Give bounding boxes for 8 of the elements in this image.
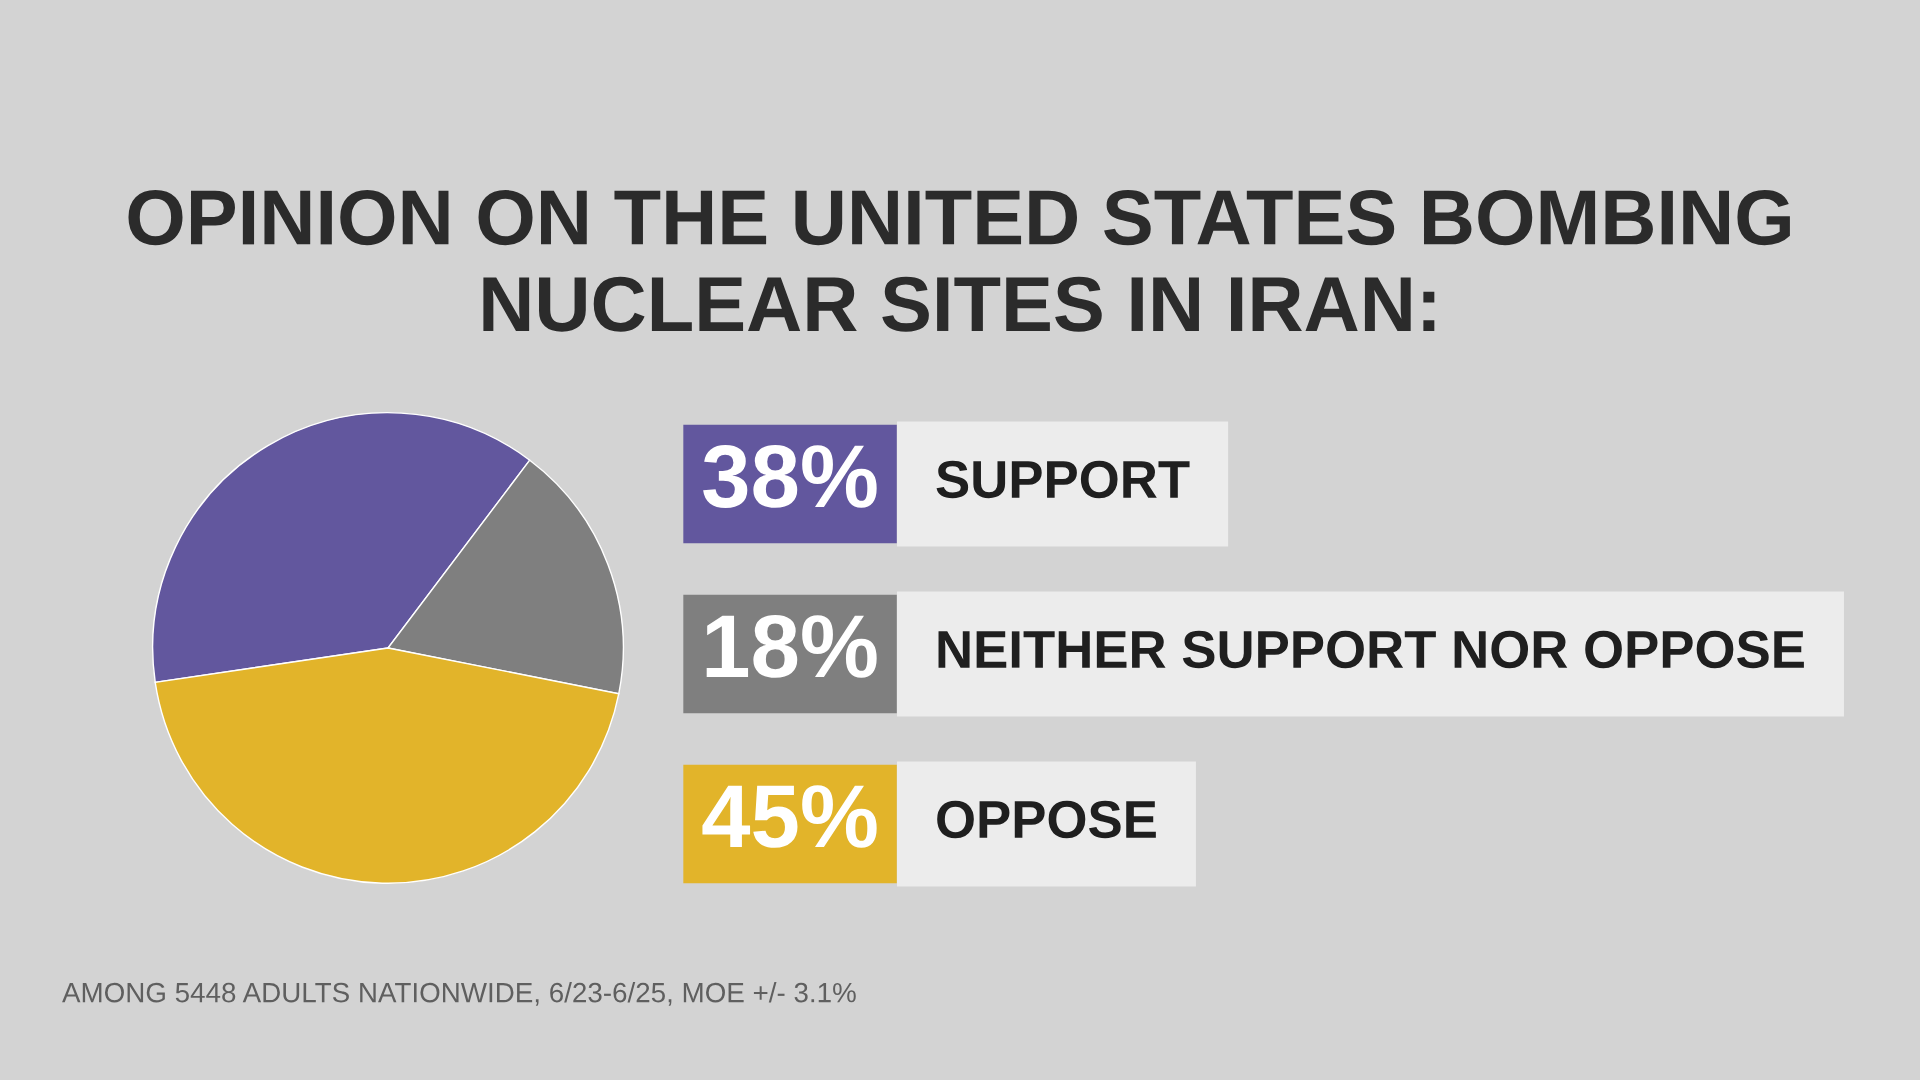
text: AMONG 5448 ADULTS NATIONWIDE, 6/23-6/25, MOE +/- 3.1%	[62, 982, 856, 1006]
chart-title: OPINION ON THE UNITED STATES BOMBING NUCLEAR SITES IN IRAN:	[128, 190, 1790, 332]
legend-label: NEITHER SUPPORT NOR OPPOSE	[938, 630, 1804, 669]
legend-label: OPPOSE	[937, 800, 1156, 839]
data-label: 38%	[703, 444, 877, 508]
data-label: 18%	[706, 614, 877, 678]
data-label: 45%	[702, 785, 877, 848]
legend-label: SUPPORT	[936, 460, 1190, 499]
